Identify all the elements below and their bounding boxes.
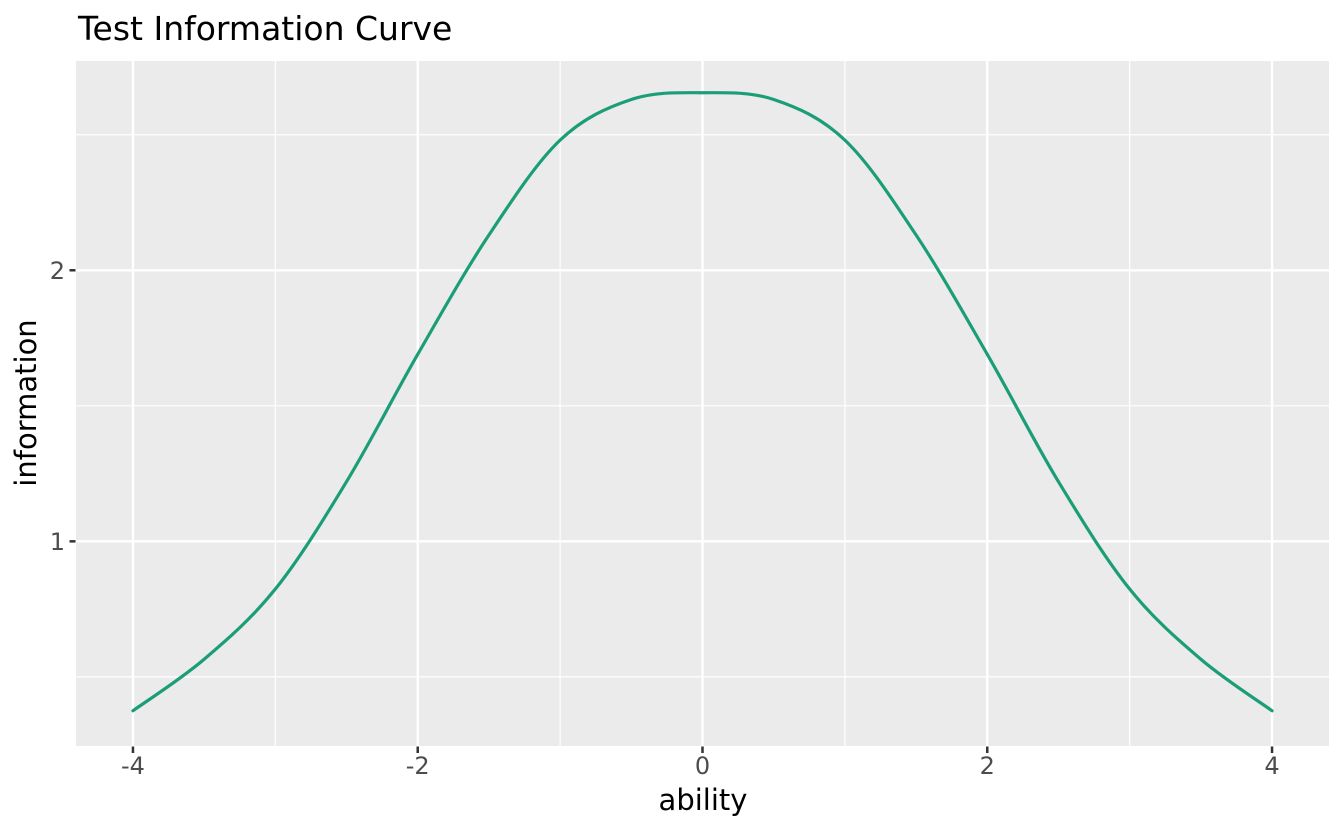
- series-line-test-information: [131, 91, 1274, 713]
- x-axis-title: ability: [658, 783, 748, 817]
- y-axis-title: information: [9, 319, 43, 487]
- x-tick-label: 4: [1264, 752, 1279, 780]
- x-tick-label: -4: [121, 752, 145, 780]
- y-tick-label: 2: [50, 257, 65, 285]
- x-tick-label: -2: [406, 752, 430, 780]
- x-tick-label: 0: [695, 752, 710, 780]
- y-tick-label: 1: [50, 528, 65, 556]
- x-tick-label: 2: [980, 752, 995, 780]
- chart-title: Test Information Curve: [78, 9, 453, 48]
